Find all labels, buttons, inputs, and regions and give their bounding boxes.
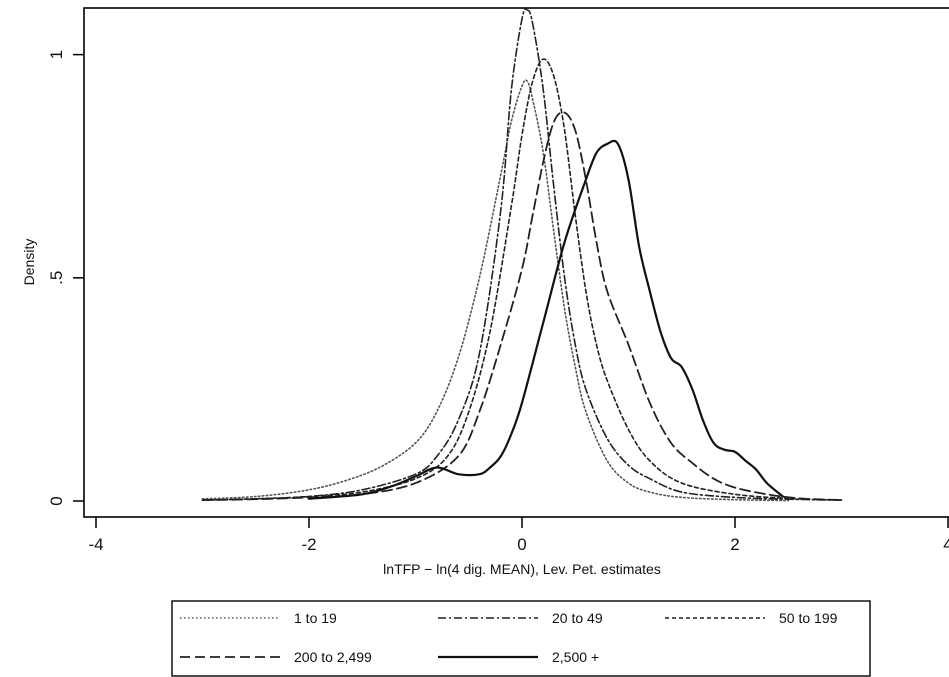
x-tick-label: -2	[301, 535, 316, 554]
legend-item: 2,500 +	[438, 649, 599, 665]
legend-label: 200 to 2,499	[294, 649, 372, 665]
plot-frame	[83, 7, 949, 518]
legend-box	[171, 600, 871, 677]
legend: 1 to 19 20 to 49 50 to 199 200 to 2,499 2,50…	[180, 610, 838, 665]
x-tick-label: 0	[517, 535, 526, 554]
x-tick-label: 2	[730, 535, 739, 554]
legend-label: 2,500 +	[552, 649, 599, 665]
x-tick-label: -4	[88, 535, 103, 554]
legend-label: 1 to 19	[294, 610, 337, 626]
legend-item: 20 to 49	[438, 610, 603, 626]
legend-item: 200 to 2,499	[180, 649, 372, 665]
y-tick-label: .5	[47, 271, 66, 285]
series-line-1	[201, 79, 790, 502]
y-tick-label: 1	[47, 50, 66, 59]
legend-label: 20 to 49	[552, 610, 603, 626]
series-line-2	[201, 8, 843, 501]
legend-item: 1 to 19	[180, 610, 337, 626]
series-line-3	[201, 58, 843, 501]
y-axis-title: Density	[21, 239, 37, 286]
x-tick-label: 4	[943, 535, 949, 554]
legend-label: 50 to 199	[779, 610, 838, 626]
x-axis-title: lnTFP − ln(4 dig. MEAN), Lev. Pet. estim…	[383, 561, 661, 577]
series-line-5	[307, 139, 784, 500]
density-curves	[201, 8, 843, 502]
axes: -4 -2 0 2 4 0 .5 1	[47, 50, 949, 554]
y-tick-label: 0	[47, 496, 66, 505]
legend-item: 50 to 199	[665, 610, 838, 626]
series-line-4	[201, 111, 843, 501]
